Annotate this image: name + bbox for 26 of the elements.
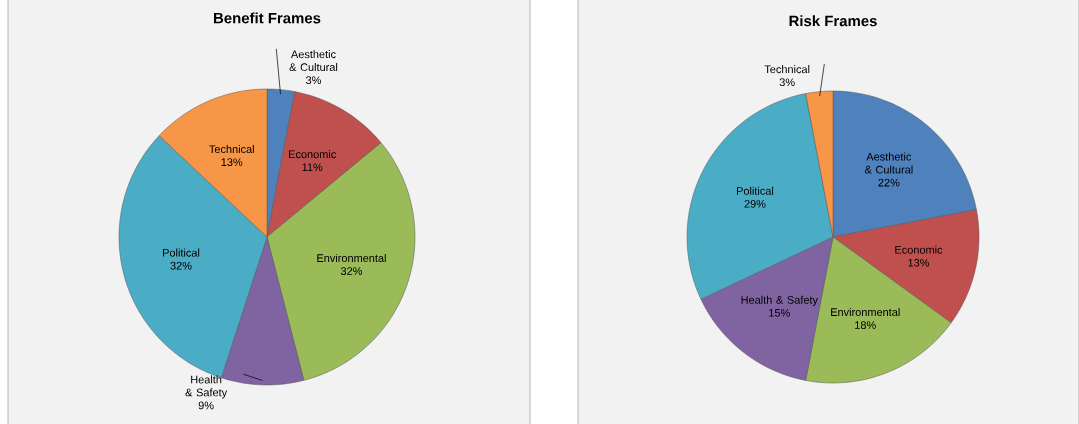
- data-label: 29%: [744, 199, 766, 208]
- slice-label: Economic: [289, 150, 336, 159]
- slice-label: Technical: [209, 145, 254, 154]
- data-label: 32%: [170, 261, 192, 270]
- data-label: 15%: [769, 309, 790, 317]
- chart-title: Benefit Frames: [214, 12, 321, 24]
- data-label: 3%: [306, 76, 322, 85]
- slice-label: Aesthetic & Cultural: [864, 152, 913, 174]
- slice-label: Environmental: [317, 253, 386, 262]
- data-label: 9%: [198, 401, 214, 410]
- data-label: 3%: [779, 78, 795, 87]
- data-label: 32%: [340, 267, 363, 275]
- slice-label: Political: [163, 248, 200, 257]
- data-label: 13%: [221, 158, 243, 166]
- slice-label: Technical: [764, 65, 810, 74]
- slice-label: Health & Safety: [185, 375, 228, 399]
- slice-label: Economic: [895, 245, 943, 254]
- chart-title: Risk Frames: [789, 15, 877, 27]
- data-label: 13%: [908, 258, 930, 267]
- data-label: 11%: [302, 163, 323, 172]
- slice-label: Environmental: [831, 307, 900, 316]
- data-label: 22%: [878, 178, 900, 187]
- slice-label: Aesthetic & Cultural: [289, 50, 338, 72]
- data-label: 18%: [855, 321, 876, 329]
- slice-label: Health & Safety: [741, 295, 818, 306]
- slice-label: Political: [736, 186, 774, 195]
